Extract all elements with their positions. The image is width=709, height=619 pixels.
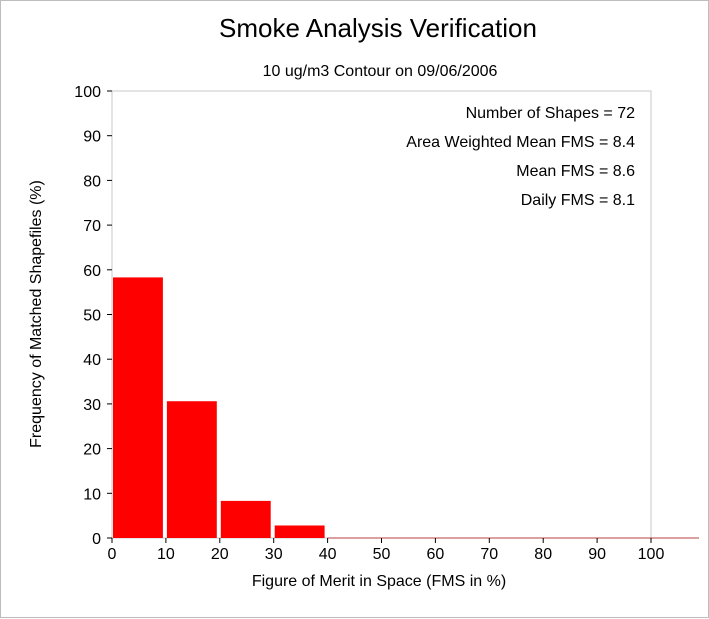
y-tick-label: 70: [83, 218, 101, 235]
stat-line: Mean FMS = 8.6: [516, 163, 635, 180]
y-tick-label: 90: [83, 129, 101, 146]
x-tick-label: 90: [588, 546, 606, 563]
x-tick-label: 80: [534, 546, 552, 563]
x-axis-label: Figure of Merit in Space (FMS in %): [252, 573, 506, 590]
x-tick-label: 40: [319, 546, 337, 563]
bars-group: [113, 277, 699, 539]
histogram-bar: [113, 277, 163, 538]
histogram-bar: [274, 525, 325, 538]
histogram-bar: [166, 401, 217, 538]
stat-line: Number of Shapes = 72: [466, 105, 636, 122]
y-tick-label: 20: [83, 442, 101, 459]
axes-group: 0 10 20 30 40 50 60 70 80 90 100 0 10 20 30 40 50 60 70 80 9…: [74, 84, 664, 563]
y-tick-label: 60: [83, 263, 101, 280]
x-tick-label: 70: [480, 546, 498, 563]
y-tick-label: 40: [83, 352, 101, 369]
y-tick-label: 10: [83, 486, 101, 503]
chart-title: Smoke Analysis Verification: [219, 13, 537, 43]
stats-group: Number of Shapes = 72 Area Weighted Mean …: [406, 105, 635, 209]
y-tick-label: 0: [92, 531, 101, 548]
x-tick-label: 60: [427, 546, 445, 563]
x-tick-label: 10: [157, 546, 175, 563]
histogram-bar: [220, 500, 271, 538]
y-axis-label: Frequency of Matched Shapefiles (%): [28, 180, 45, 448]
y-tick-label: 30: [83, 397, 101, 414]
stat-line: Daily FMS = 8.1: [521, 192, 635, 209]
x-tick-label: 50: [373, 546, 391, 563]
x-tick-label: 30: [265, 546, 283, 563]
x-tick-label: 0: [108, 546, 117, 563]
chart-subtitle: 10 ug/m3 Contour on 09/06/2006: [263, 63, 498, 80]
y-tick-label: 50: [83, 308, 101, 325]
y-tick-label: 100: [74, 84, 101, 101]
stat-line: Area Weighted Mean FMS = 8.4: [406, 134, 635, 151]
x-tick-label: 20: [211, 546, 229, 563]
x-tick-label: 100: [638, 546, 665, 563]
y-tick-label: 80: [83, 173, 101, 190]
